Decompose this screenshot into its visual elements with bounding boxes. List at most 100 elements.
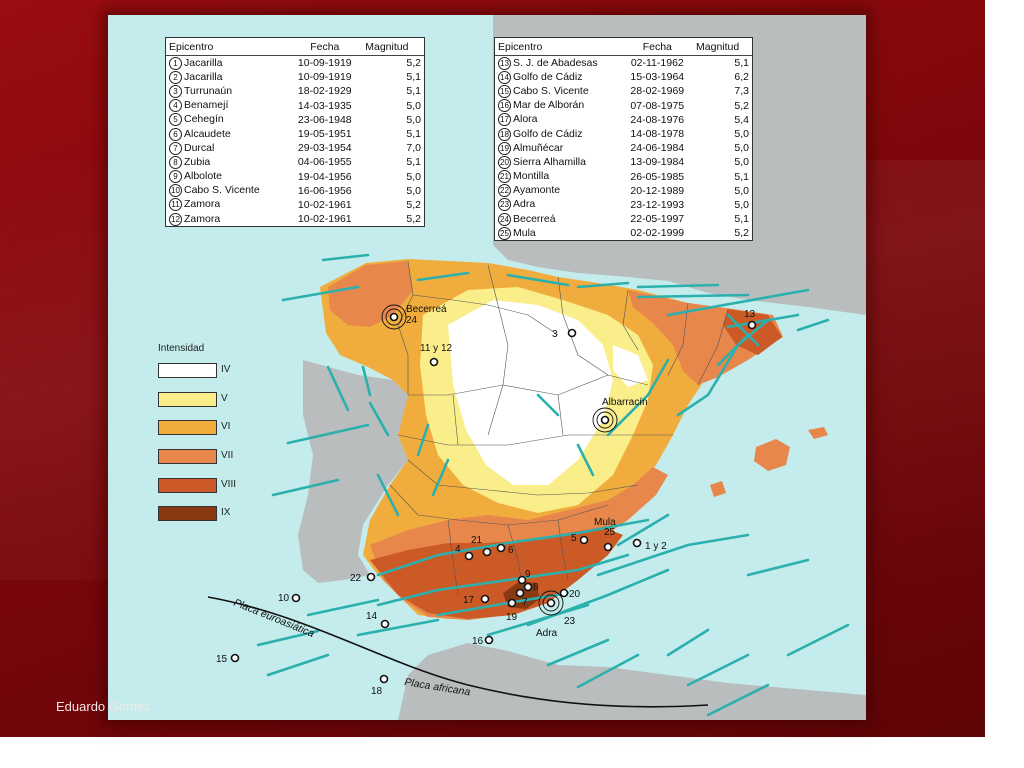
epicentro-cell: 6 Alcaudete xyxy=(166,127,287,141)
table-row: 16 Mar de Alborán 07-08-1975 5,2 xyxy=(495,99,752,113)
legend-swatch xyxy=(158,420,217,436)
legend-item: IX xyxy=(158,506,268,535)
epicentro-cell: 3 Turrunaún xyxy=(166,84,287,98)
place-name: Alcaudete xyxy=(184,127,231,140)
table-row: 4 Benamejí 14-03-1935 5,0 xyxy=(166,99,424,113)
legend-swatch xyxy=(158,449,217,465)
fecha-cell: 07-08-1975 xyxy=(630,99,685,112)
menorca xyxy=(808,427,828,439)
mallorca xyxy=(754,439,790,471)
magnitud-cell: 5,1 xyxy=(406,85,421,98)
label-11-12: 11 y 12 xyxy=(420,343,452,354)
africa-land xyxy=(398,643,866,720)
table-row: 21 Montilla 26-05-1985 5,1 xyxy=(495,170,752,184)
epicentro-cell: 19 Almuñécar xyxy=(495,141,622,155)
header-magnitud: Magnitud xyxy=(362,38,424,56)
magnitud-cell: 5,0 xyxy=(734,142,749,155)
fecha-cell: 10-09-1919 xyxy=(297,57,352,70)
epicentre-21 xyxy=(482,547,492,557)
fecha-cell: 19-04-1956 xyxy=(297,170,352,183)
fecha-cell: 26-05-1985 xyxy=(630,170,685,183)
magnitud-cell: 5,1 xyxy=(406,71,421,84)
epicentro-cell: 13 S. J. de Abadesas xyxy=(495,56,622,71)
place-name: Montilla xyxy=(513,170,550,183)
place-name: Benamejí xyxy=(184,99,229,112)
epicentro-cell: 25 Mula xyxy=(495,226,622,240)
legend-label: IX xyxy=(221,507,231,519)
legend-label: VI xyxy=(221,421,231,433)
row-number: 13 xyxy=(498,56,511,70)
epicentre-24 xyxy=(389,312,399,322)
legend-swatch xyxy=(158,506,217,522)
table-row: 1 Jacarilla 10-09-1919 5,2 xyxy=(166,56,424,71)
row-number: 8 xyxy=(169,155,182,169)
magnitud-cell: 5,1 xyxy=(406,156,421,169)
fecha-cell: 16-06-1956 xyxy=(297,184,352,197)
magnitud-cell: 5,4 xyxy=(734,113,749,126)
row-number: 12 xyxy=(169,212,182,226)
epicentro-cell: 23 Adra xyxy=(495,198,622,212)
epicentre-14 xyxy=(380,619,390,629)
magnitud-cell: 5,0 xyxy=(406,170,421,183)
place-name: Mula xyxy=(513,226,536,239)
fecha-cell: 29-03-1954 xyxy=(297,142,352,155)
place-name: Turrunaún xyxy=(184,84,233,97)
place-name: Golfo de Cádiz xyxy=(513,70,583,83)
table-row: 23 Adra 23-12-1993 5,0 xyxy=(495,198,752,212)
table-row: 14 Golfo de Cádiz 15-03-1964 6,2 xyxy=(495,70,752,84)
magnitud-cell: 7,3 xyxy=(734,85,749,98)
epicentre-20 xyxy=(559,588,569,598)
legend-title: Intensidad xyxy=(158,343,205,354)
legend-swatch xyxy=(158,477,217,493)
table-row: 18 Golfo de Cádiz 14-08-1978 5,0 xyxy=(495,127,752,141)
legend-label: V xyxy=(221,392,228,404)
row-number: 20 xyxy=(498,155,511,169)
epicentro-cell: 22 Ayamonte xyxy=(495,184,622,198)
legend-label: VIII xyxy=(221,478,237,490)
epicentro-cell: 21 Montilla xyxy=(495,170,622,184)
row-number: 5 xyxy=(169,113,182,127)
plate-boundary xyxy=(207,596,709,708)
label-3: 3 xyxy=(552,329,558,340)
fecha-cell: 10-09-1919 xyxy=(297,71,352,84)
legend-label: IV xyxy=(221,364,231,375)
row-number: 10 xyxy=(169,184,182,198)
label-8: 8 xyxy=(533,582,539,593)
label-5: 5 xyxy=(571,533,577,544)
row-number: 14 xyxy=(498,70,511,84)
fecha-cell: 22-05-1997 xyxy=(630,213,685,226)
label-becerrea: Becerreá xyxy=(406,304,447,315)
epicentro-cell: 2 Jacarilla xyxy=(166,70,287,84)
epicentro-cell: 11 Zamora xyxy=(166,198,287,212)
epicentro-cell: 12 Zamora xyxy=(166,212,287,226)
table-row: 13 S. J. de Abadesas 02-11-1962 5,1 xyxy=(495,56,752,71)
table-row: 17 Alora 24-08-1976 5,4 xyxy=(495,113,752,127)
spain-intensity-iv xyxy=(448,300,613,485)
magnitud-cell: 5,2 xyxy=(734,227,749,240)
table-row: 5 Cehegín 23-06-1948 5,0 xyxy=(166,113,424,127)
epicentre-23 xyxy=(546,598,556,608)
label-13: 13 xyxy=(744,309,756,320)
label-18: 18 xyxy=(371,686,383,697)
epicentre-10 xyxy=(291,593,301,603)
magnitud-cell: 5,0 xyxy=(406,113,421,126)
fecha-cell: 14-03-1935 xyxy=(297,99,352,112)
epicentre-8 xyxy=(523,582,533,592)
fault-lines xyxy=(256,253,850,717)
magnitud-cell: 5,0 xyxy=(406,99,421,112)
quake-table-left: Epicentro Fecha Magnitud 1 Jacarilla 10-09… xyxy=(165,37,425,228)
fecha-cell: 13-09-1984 xyxy=(630,156,685,169)
row-number: 18 xyxy=(498,127,511,141)
fecha-cell: 24-08-1976 xyxy=(630,113,685,126)
magnitud-cell: 5,1 xyxy=(406,128,421,141)
portugal-land xyxy=(298,360,408,583)
label-10: 10 xyxy=(278,593,290,604)
fecha-cell: 15-03-1964 xyxy=(630,71,685,84)
header-epicentro: Epicentro xyxy=(495,38,622,56)
place-name: Cehegín xyxy=(184,113,224,126)
fecha-cell: 10-02-1961 xyxy=(297,198,352,211)
magnitud-cell: 5,2 xyxy=(406,57,421,70)
magnitud-cell: 5,2 xyxy=(406,198,421,211)
epicentre-markers xyxy=(230,312,757,684)
header-fecha: Fecha xyxy=(621,38,694,56)
